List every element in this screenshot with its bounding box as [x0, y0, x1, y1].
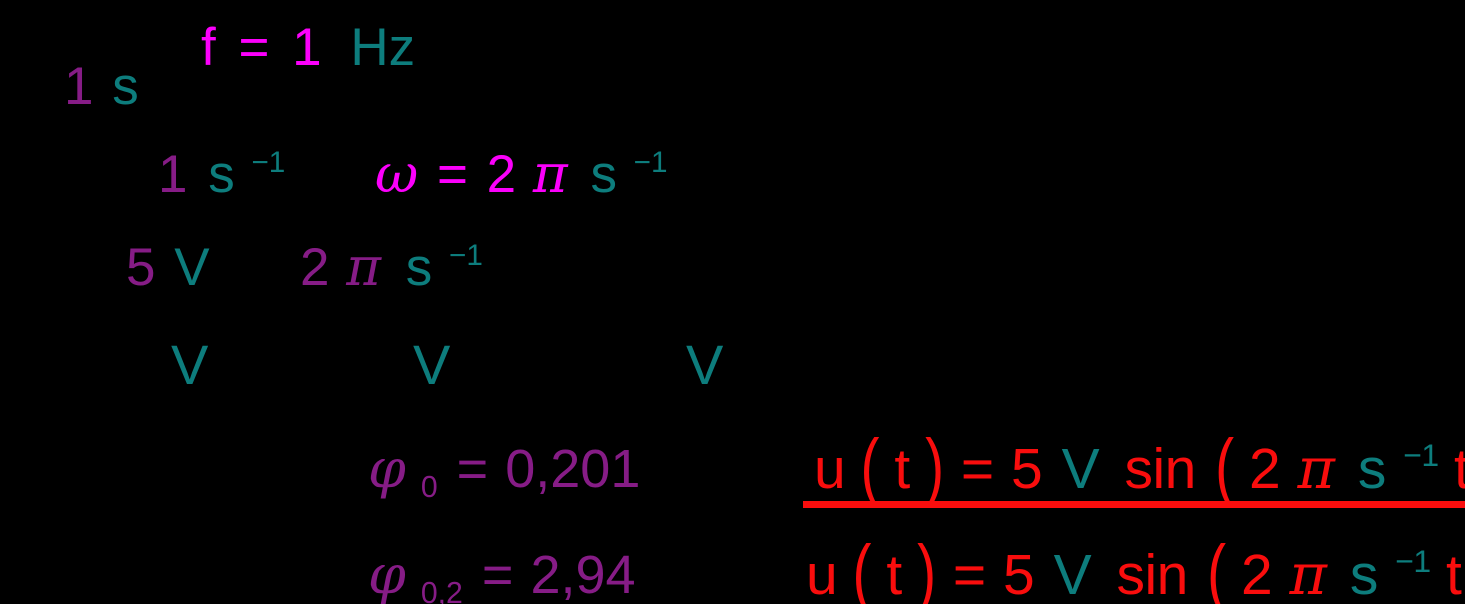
f2-close-paren-1: )	[917, 530, 936, 604]
phi-1-value: 0,201	[505, 439, 641, 499]
angular-value-pi-symbol: π	[346, 237, 382, 298]
volt-unit-1: V	[171, 333, 209, 396]
f1-time-arg: t	[894, 437, 910, 501]
frequency-units-unit: s	[208, 145, 235, 204]
f2-time-arg: t	[886, 543, 902, 604]
frequency-equation-line: f = 1 Hz	[201, 21, 415, 74]
f1-function: u	[814, 437, 846, 501]
phase-2-equation-line: φ 0,2 = 2,94	[368, 545, 636, 604]
f1-exponent: −1	[1403, 437, 1439, 474]
angular-value-number: 2	[300, 238, 330, 297]
volt-unit-2: V	[413, 333, 451, 396]
omega-value: 2	[486, 145, 517, 204]
f2-volt-unit: V	[1053, 543, 1092, 604]
frequency-symbol: f	[201, 18, 216, 77]
angular-frequency-equation-line: ω = 2 π s −1	[375, 145, 668, 204]
phi-1-symbol: φ	[368, 437, 406, 500]
f2-two: 2	[1241, 543, 1273, 604]
phase-1-equation-line: φ 0 = 0,201	[368, 439, 641, 503]
frequency-equals: =	[238, 18, 270, 77]
amplitude-unit: V	[174, 238, 210, 297]
omega-equals: =	[436, 145, 468, 204]
angular-value-exponent: −1	[449, 238, 483, 272]
angular-value-line: 2 π s −1	[300, 238, 483, 297]
period-value-line: 1 s	[64, 60, 139, 113]
frequency-units-number: 1	[158, 145, 188, 204]
omega-exponent: −1	[633, 145, 668, 179]
amplitude-line: 5 V	[126, 241, 210, 294]
f1-second-unit: s	[1357, 437, 1387, 501]
solution-formula-1: u ( t ) = 5 V sin ( 2 π s −1 t + 0,201 )	[814, 429, 1465, 505]
phi-2-subscript: 0,2	[420, 577, 463, 604]
f2-open-paren-2: (	[1207, 530, 1226, 604]
f1-sin: sin	[1124, 437, 1196, 501]
f2-pi-symbol: π	[1289, 542, 1327, 604]
omega-unit: s	[590, 145, 617, 204]
frequency-value: 1	[292, 18, 322, 77]
f2-second-unit: s	[1349, 543, 1379, 604]
phi-1-equals: =	[456, 439, 489, 499]
f2-exponent: −1	[1395, 543, 1431, 580]
f2-open-paren-1: (	[852, 530, 872, 604]
f1-close-paren-1: )	[925, 424, 944, 510]
volt-unit-3: V	[686, 333, 724, 396]
f2-time-var: t	[1445, 543, 1462, 604]
solution-underline	[803, 501, 1465, 508]
phi-2-value: 2,94	[530, 545, 636, 604]
omega-pi-symbol: π	[532, 144, 568, 205]
f2-function: u	[806, 543, 838, 604]
f2-sin: sin	[1116, 543, 1188, 604]
solution-formula-2: u ( t ) = 5 V sin ( 2 π s −1 t + 2,94 )	[806, 535, 1465, 604]
f1-two: 2	[1249, 437, 1281, 501]
omega-symbol: ω	[375, 144, 419, 205]
frequency-units-exponent: −1	[251, 145, 286, 179]
phi-2-equals: =	[481, 545, 514, 604]
f1-open-paren-1: (	[860, 424, 880, 510]
period-number: 1	[64, 57, 94, 116]
f1-time-var: t	[1453, 437, 1465, 501]
f1-amplitude: 5	[1011, 437, 1043, 501]
f2-equals: =	[952, 543, 986, 604]
period-unit: s	[112, 57, 139, 116]
frequency-units-line: 1 s −1	[158, 145, 286, 204]
f1-pi-symbol: π	[1297, 436, 1335, 502]
f1-equals: =	[960, 437, 994, 501]
frequency-unit: Hz	[350, 18, 416, 77]
phi-1-subscript: 0	[420, 471, 438, 505]
f1-volt-unit: V	[1061, 437, 1100, 501]
f1-open-paren-2: (	[1215, 424, 1234, 510]
angular-value-unit: s	[405, 238, 433, 297]
f2-amplitude: 5	[1003, 543, 1035, 604]
amplitude-number: 5	[126, 238, 156, 297]
phi-2-symbol: φ	[368, 543, 406, 604]
